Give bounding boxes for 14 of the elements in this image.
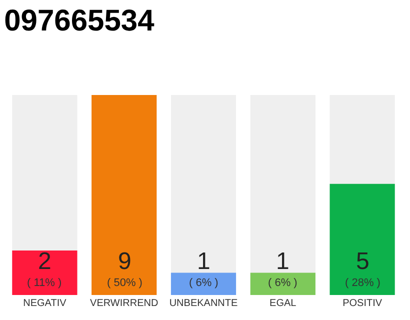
bar (170, 272, 236, 295)
chart-title: 097665534 (4, 4, 155, 38)
data-label: 5 ( 28% ) (345, 248, 380, 289)
x-tick-label: VERWIRREND (90, 298, 158, 309)
data-label: 9 ( 50% ) (107, 248, 142, 289)
data-label: 2 ( 11% ) (27, 248, 62, 289)
x-tick-label: POSITIV (342, 298, 382, 309)
x-tick-label: UNBEKANNTE (169, 298, 238, 309)
bar (250, 272, 316, 295)
x-tick-label: NEGATIV (23, 298, 67, 309)
x-tick-label: EGAL (270, 298, 297, 309)
bar (12, 250, 78, 295)
data-label: 1 ( 6% ) (189, 248, 218, 289)
data-label: 1 ( 6% ) (268, 248, 298, 289)
